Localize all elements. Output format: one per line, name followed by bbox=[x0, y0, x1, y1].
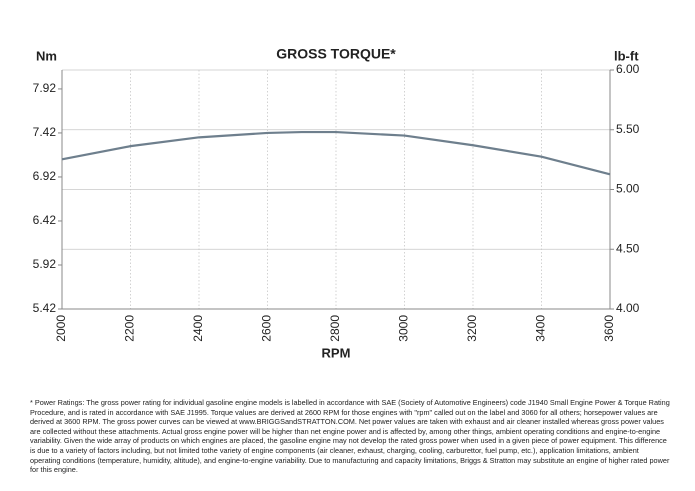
y2-tick-label: 6.00 bbox=[616, 62, 640, 76]
y2-tick-label: 5.50 bbox=[616, 122, 640, 136]
y2-axis-label: lb-ft bbox=[614, 48, 639, 63]
x-tick-label: 2800 bbox=[328, 315, 342, 342]
y-axis-label: Nm bbox=[36, 48, 57, 63]
y2-tick-label: 4.00 bbox=[616, 301, 640, 315]
chart-title: GROSS TORQUE* bbox=[276, 46, 396, 62]
y2-tick-label: 5.00 bbox=[616, 182, 640, 196]
x-axis-label: RPM bbox=[322, 345, 351, 360]
y-tick-label: 5.42 bbox=[33, 301, 57, 315]
x-tick-label: 2200 bbox=[123, 315, 137, 342]
x-tick-label: 3400 bbox=[534, 315, 548, 342]
y-tick-label: 5.92 bbox=[33, 257, 57, 271]
y-tick-label: 6.92 bbox=[33, 169, 57, 183]
x-tick-label: 3600 bbox=[602, 315, 616, 342]
torque-line bbox=[61, 130, 611, 176]
y-tick-label: 7.92 bbox=[33, 81, 57, 95]
y2-tick-label: 4.50 bbox=[616, 241, 640, 255]
x-tick-label: 3200 bbox=[465, 315, 479, 342]
y-tick-label: 6.42 bbox=[33, 213, 57, 227]
chart: GROSS TORQUE* Nm lb-ft RPM 4.00 4.50 5.00 5… bbox=[33, 46, 640, 361]
x-tick-label: 2600 bbox=[260, 315, 274, 342]
y-tick-label: 7.42 bbox=[33, 125, 57, 139]
x-tick-label: 2400 bbox=[191, 315, 205, 342]
x-tick-label: 3000 bbox=[397, 315, 411, 342]
x-tick-label: 2000 bbox=[54, 315, 68, 342]
footnote: * Power Ratings: The gross power rating … bbox=[30, 398, 670, 475]
